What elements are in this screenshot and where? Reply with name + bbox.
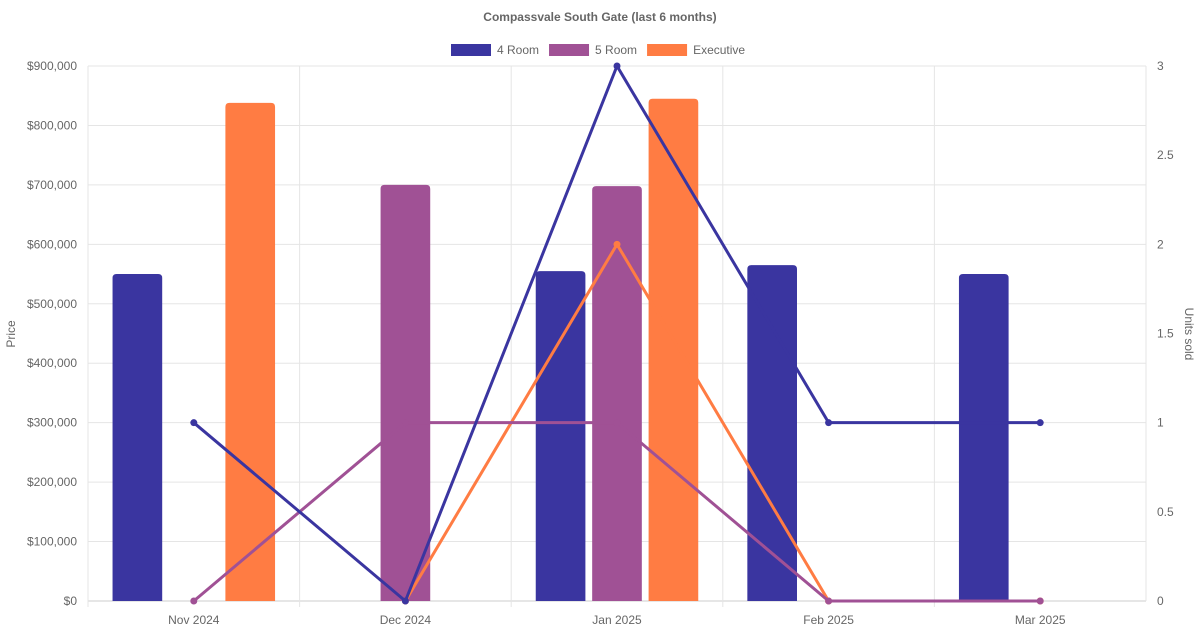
y2-tick-label: 0 xyxy=(1157,594,1164,608)
legend: 4 Room 5 Room Executive xyxy=(451,43,745,57)
point-4-room xyxy=(1036,419,1044,427)
x-tick-label: Jan 2025 xyxy=(592,613,642,627)
legend-swatch xyxy=(647,44,688,56)
bar-5-room xyxy=(380,184,431,601)
legend-label: Executive xyxy=(693,43,745,57)
x-tick-label: Feb 2025 xyxy=(803,613,854,627)
bars xyxy=(112,98,1009,602)
y-axis-right: 0 0.5 1 1.5 2 2.5 3 xyxy=(1157,59,1174,608)
y-tick-label: $300,000 xyxy=(27,416,77,430)
y-tick-label: $500,000 xyxy=(27,297,77,311)
point-5-room xyxy=(190,597,198,605)
lines xyxy=(190,62,1044,605)
point-4-room xyxy=(401,597,409,605)
x-tick-label: Dec 2024 xyxy=(380,613,432,627)
chart-title: Compassvale South Gate (last 6 months) xyxy=(483,10,716,24)
y-axis-label: Price xyxy=(4,320,18,348)
y-tick-label: $700,000 xyxy=(27,178,77,192)
point-5-room xyxy=(1036,597,1044,605)
point-executive xyxy=(613,240,621,248)
point-4-room xyxy=(190,419,198,427)
legend-swatch xyxy=(451,44,491,56)
y-tick-label: $0 xyxy=(64,594,78,608)
y-tick-label: $600,000 xyxy=(27,237,77,251)
y2-tick-label: 1 xyxy=(1157,416,1164,430)
y-tick-label: $100,000 xyxy=(27,535,77,549)
y2-tick-label: 1.5 xyxy=(1157,327,1174,341)
bar-4-room xyxy=(958,274,1009,601)
bar-executive xyxy=(648,98,699,601)
bar-4-room xyxy=(747,265,798,601)
legend-label: 5 Room xyxy=(595,43,637,57)
y2-axis-label: Units sold xyxy=(1182,308,1196,361)
y2-tick-label: 2 xyxy=(1157,237,1164,251)
bar-4-room xyxy=(535,271,586,601)
x-tick-label: Mar 2025 xyxy=(1015,613,1066,627)
legend-swatch xyxy=(549,44,590,56)
point-5-room xyxy=(613,419,621,427)
bar-4-room xyxy=(112,274,163,601)
bar-5-room xyxy=(592,186,642,602)
y-tick-label: $900,000 xyxy=(27,59,77,73)
point-4-room xyxy=(825,419,833,427)
point-4-room xyxy=(613,62,621,70)
y2-tick-label: 0.5 xyxy=(1157,505,1174,519)
point-5-room xyxy=(825,597,833,605)
y-axis-left: $0 $100,000 $200,000 $300,000 $400,000 $500,0… xyxy=(27,59,77,608)
y-tick-label: $200,000 xyxy=(27,475,77,489)
y-tick-label: $800,000 xyxy=(27,118,77,132)
legend-label: 4 Room xyxy=(497,43,539,57)
x-axis: Nov 2024 Dec 2024 Jan 2025 Feb 2025 Mar 2025 xyxy=(168,613,1066,627)
x-tick-label: Nov 2024 xyxy=(168,613,220,627)
bar-executive xyxy=(225,102,276,601)
y2-tick-label: 3 xyxy=(1157,59,1164,73)
point-5-room xyxy=(401,419,409,427)
y2-tick-label: 2.5 xyxy=(1157,148,1174,162)
y-tick-label: $400,000 xyxy=(27,356,77,370)
